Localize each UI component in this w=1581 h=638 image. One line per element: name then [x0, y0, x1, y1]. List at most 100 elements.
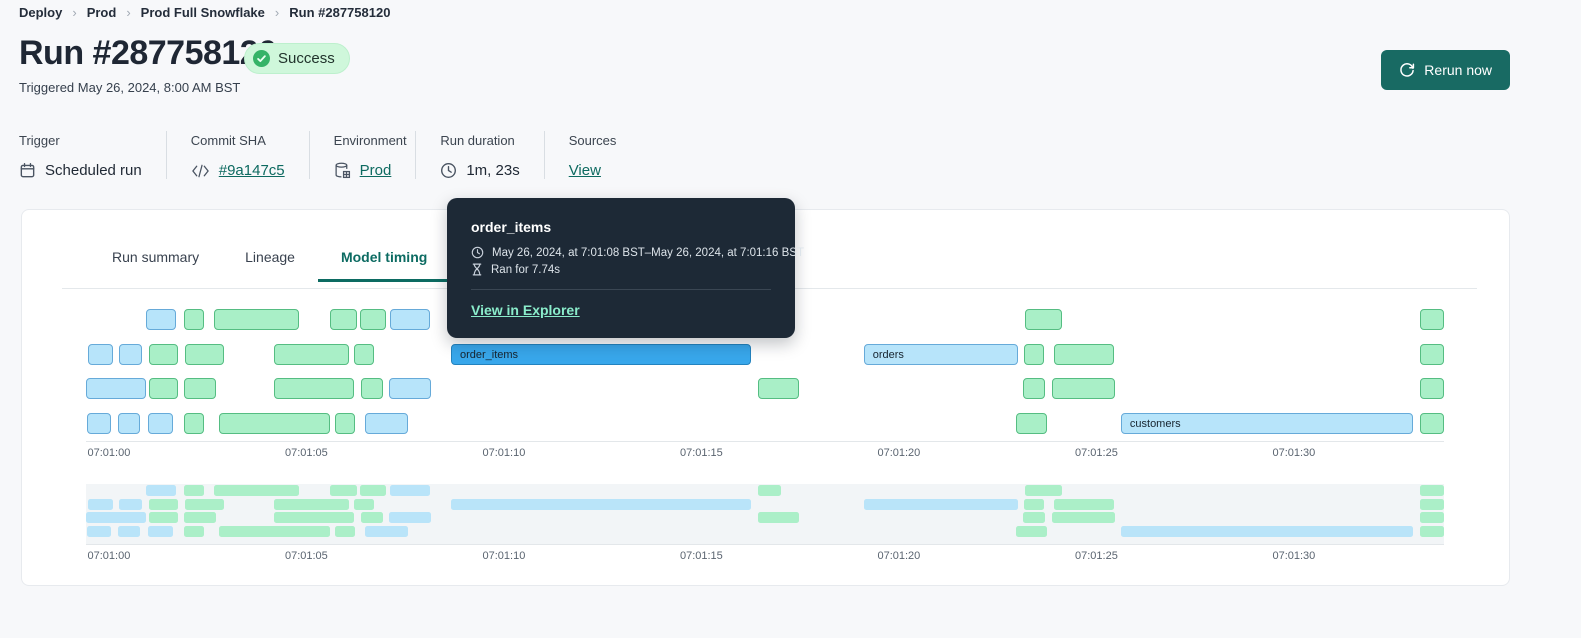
- gantt-bar[interactable]: [388, 378, 431, 400]
- tab-lineage[interactable]: Lineage: [245, 249, 295, 265]
- gantt-bar[interactable]: [87, 343, 113, 365]
- breadcrumb-item[interactable]: Prod Full Snowflake: [140, 5, 265, 20]
- view-in-explorer-link[interactable]: View in Explorer: [471, 302, 580, 318]
- gantt-bar: [1024, 485, 1063, 496]
- gantt-bar[interactable]: [389, 309, 431, 330]
- detail-sources: Sources View: [545, 131, 625, 179]
- gantt-bar[interactable]: [146, 309, 177, 330]
- breadcrumb-item[interactable]: Deploy: [19, 5, 63, 20]
- gantt-bar: [1023, 498, 1044, 510]
- detail-run-duration: Run duration 1m, 23s: [416, 131, 545, 179]
- rerun-now-button[interactable]: Rerun now: [1381, 50, 1510, 90]
- tooltip-divider: [471, 289, 771, 290]
- detail-value[interactable]: View: [568, 162, 601, 179]
- gantt-bar[interactable]: [118, 343, 143, 365]
- gantt-bar: [274, 498, 350, 510]
- gantt-bar: [1419, 498, 1444, 510]
- gantt-bar: [1419, 525, 1444, 537]
- gantt-bar[interactable]: [1023, 343, 1044, 365]
- tooltip-model-name: order_items: [471, 219, 552, 235]
- gantt-bar: [148, 512, 179, 524]
- gantt-bar[interactable]: [218, 413, 330, 435]
- gantt-bar[interactable]: [364, 413, 408, 435]
- rerun-icon: [1399, 62, 1415, 78]
- breadcrumb-item[interactable]: Prod: [86, 5, 117, 20]
- gantt-bar[interactable]: [86, 378, 147, 400]
- tab-run-summary[interactable]: Run summary: [112, 249, 200, 265]
- axis-tick-label: 07:01:25: [1074, 447, 1118, 459]
- breadcrumb: Deploy › Prod › Prod Full Snowflake › Run #287…: [19, 5, 390, 20]
- gantt-bar[interactable]: [213, 309, 299, 330]
- axis-tick-label: 07:01:30: [1272, 447, 1316, 459]
- gantt-bar: [86, 525, 111, 537]
- tab-model-timing[interactable]: Model timing: [317, 240, 451, 282]
- gantt-bar[interactable]: [117, 413, 140, 435]
- gantt-bar[interactable]: [183, 413, 205, 435]
- gantt-bar[interactable]: [1419, 413, 1444, 435]
- axis-tick-label: 07:01:20: [877, 550, 921, 562]
- gantt-bar: [148, 498, 179, 510]
- gantt-bar-orders: [863, 498, 1018, 510]
- clock-icon: [471, 246, 484, 259]
- detail-value[interactable]: Prod: [359, 162, 392, 179]
- gantt-bar[interactable]: [184, 343, 224, 365]
- gantt-bar[interactable]: [274, 343, 350, 365]
- gantt-bar: [757, 485, 781, 496]
- gantt-bar: [329, 485, 357, 496]
- gantt-bar: [1419, 485, 1444, 496]
- axis-tick-label: 07:01:30: [1272, 550, 1316, 562]
- gantt-bar-orders[interactable]: orders: [863, 343, 1018, 365]
- gantt-bar: [118, 498, 143, 510]
- gantt-bar: [364, 525, 408, 537]
- gantt-bar[interactable]: [1053, 343, 1114, 365]
- gantt-bar: [1015, 525, 1048, 537]
- gantt-bar[interactable]: [148, 413, 173, 435]
- gantt-bar[interactable]: [1419, 309, 1444, 330]
- gantt-bar: [183, 525, 205, 537]
- gantt-bar[interactable]: [183, 309, 205, 330]
- gantt-bar[interactable]: [334, 413, 355, 435]
- gantt-bar[interactable]: [1419, 343, 1444, 365]
- gantt-bar[interactable]: [359, 309, 386, 330]
- gantt-bar: [184, 498, 224, 510]
- tooltip-time-range: May 26, 2024, at 7:01:08 BST–May 26, 202…: [492, 246, 804, 259]
- gantt-bar: [87, 498, 113, 510]
- gantt-bar[interactable]: [329, 309, 357, 330]
- axis-tick-label: 07:01:05: [284, 550, 328, 562]
- status-badge: Success: [244, 43, 350, 74]
- gantt-bar: [274, 512, 354, 524]
- gantt-bar[interactable]: [1051, 378, 1115, 400]
- gantt-overview-brush[interactable]: [86, 484, 1444, 544]
- gantt-bar: [1051, 512, 1115, 524]
- detail-value[interactable]: #9a147c5: [218, 162, 285, 179]
- gantt-bar[interactable]: [1015, 413, 1048, 435]
- gantt-bar[interactable]: [1022, 378, 1046, 400]
- gantt-bar[interactable]: [274, 378, 354, 400]
- gantt-bar-order_items[interactable]: order_items: [450, 343, 751, 365]
- gantt-bar[interactable]: [1024, 309, 1063, 330]
- breadcrumb-item[interactable]: Run #287758120: [289, 5, 391, 20]
- hourglass-icon: [471, 263, 483, 276]
- gantt-bar[interactable]: [360, 378, 384, 400]
- tooltip-duration: Ran for 7.74s: [491, 263, 561, 276]
- gantt-bar: [334, 525, 355, 537]
- gantt-bar[interactable]: [183, 378, 216, 400]
- axis-tick-label: 07:01:00: [87, 550, 131, 562]
- gantt-bar: [146, 485, 177, 496]
- code-icon: [191, 164, 210, 178]
- gantt-bar[interactable]: [353, 343, 374, 365]
- gantt-bar[interactable]: [757, 378, 799, 400]
- gantt-bar-customers[interactable]: customers: [1120, 413, 1413, 435]
- gantt-bar[interactable]: [148, 343, 179, 365]
- gantt-time-axis: 07:01:00 07:01:05 07:01:10 07:01:15 07:01:20…: [86, 441, 1444, 461]
- run-details-row: Trigger Scheduled run Commit SHA #9a147c5 En…: [19, 131, 625, 179]
- database-icon: [334, 162, 351, 179]
- gantt-bar: [218, 525, 330, 537]
- gantt-bar[interactable]: [1419, 378, 1444, 400]
- gantt-bar-order_items: [450, 498, 751, 510]
- model-timing-gantt: order_items orders customers: [86, 309, 1444, 435]
- chevron-right-icon: ›: [72, 5, 77, 20]
- gantt-bar[interactable]: [86, 413, 111, 435]
- gantt-bar[interactable]: [148, 378, 179, 400]
